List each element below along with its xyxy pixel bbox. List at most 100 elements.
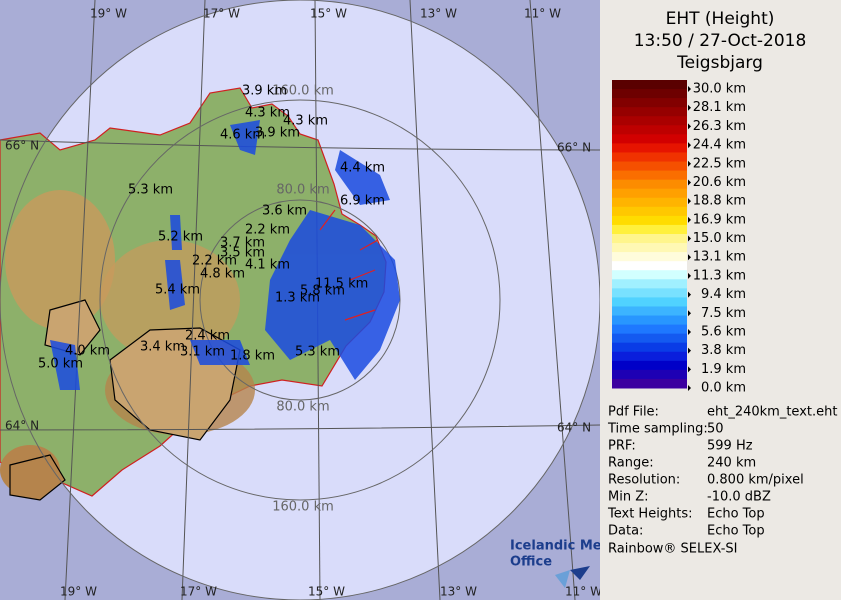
echo-height-label: 5.4 km (155, 283, 200, 298)
legend-label: 18.8 km (693, 194, 746, 209)
legend-label: 30.0 km (693, 82, 746, 97)
echo-height-label: 2.4 km (185, 329, 230, 344)
echo-height-label: 2.2 km (192, 254, 237, 269)
color-band (612, 315, 687, 326)
color-band (612, 116, 687, 126)
color-band (612, 98, 687, 108)
latitude-label: 64° N (557, 421, 591, 435)
legend-tick (688, 347, 691, 354)
color-band (612, 243, 687, 253)
color-band (612, 143, 687, 153)
color-band (612, 288, 687, 298)
coast-lines (319, 209, 379, 321)
echo-height-label: 4.8 km (200, 267, 245, 282)
legend-label: 28.1 km (693, 100, 746, 115)
color-band (612, 206, 687, 217)
echo-height-label: 3.9 km (255, 126, 300, 141)
legend-tick (688, 291, 691, 298)
color-band (612, 279, 687, 289)
legend-tick (688, 160, 691, 167)
info-key: Resolution: (608, 473, 680, 488)
legend-tick (688, 328, 691, 335)
info-value: 0.800 km/pixel (707, 473, 804, 488)
legend-tick (688, 366, 691, 373)
color-band (612, 351, 687, 362)
info-value: 240 km (707, 456, 756, 471)
echo-height-label: 5.0 km (38, 357, 83, 372)
color-band (612, 134, 687, 144)
info-value: 599 Hz (707, 439, 753, 454)
echo-height-label: 5.3 km (128, 183, 173, 198)
glacier (9, 454, 66, 501)
info-key: PRF: (608, 439, 636, 454)
echo-height-label: 4.6 km (220, 128, 265, 143)
logo-mark (555, 570, 570, 588)
info-value: 50 (707, 422, 724, 437)
info-key: Text Heights: (607, 507, 693, 522)
color-band (612, 188, 687, 199)
range-label: 80.0 km (276, 400, 329, 415)
info-key: Data: (608, 524, 643, 539)
color-band (612, 261, 687, 271)
footer: Rainbow® SELEX-SI (608, 542, 738, 557)
info-key: Range: (608, 456, 654, 471)
echo-height-label: 1.8 km (230, 349, 275, 364)
echo-height-label: 4.1 km (245, 258, 290, 273)
logo-mark (570, 566, 590, 580)
map (0, 0, 600, 600)
echo-height-label: 3.1 km (180, 345, 225, 360)
color-band (612, 252, 687, 262)
longitude-label: 15° W (308, 585, 345, 599)
legend-label: 20.6 km (693, 175, 746, 190)
legend-tick (688, 385, 691, 391)
legend: 30.0 km 28.1 km 26.3 km 24.4 km 22.5 km 20.6 … (612, 80, 746, 396)
legend-label: 11.3 km (693, 268, 746, 283)
color-band (612, 80, 687, 90)
legend-label: 22.5 km (693, 156, 746, 171)
legend-label: 1.9 km (701, 362, 746, 377)
echo-height-label: 3.7 km (220, 236, 265, 251)
longitude-label: 19° W (60, 585, 97, 599)
echo-height-label: 3.5 km (220, 246, 265, 261)
range-label: 160.0 km (272, 500, 334, 515)
echo-height-label: 3.4 km (140, 340, 185, 355)
longitude-label: 15° W (310, 7, 347, 21)
legend-tick (688, 179, 691, 186)
terrain (5, 190, 115, 330)
legend-label: 5.6 km (701, 324, 746, 339)
echo-height-label: 4.3 km (283, 114, 328, 129)
legend-label: 13.1 km (693, 250, 746, 265)
color-band (612, 297, 687, 307)
echo-height-label: 3.6 km (262, 204, 307, 219)
color-band (612, 161, 687, 172)
color-band (612, 197, 687, 208)
legend-tick (688, 272, 691, 279)
legend-tick (688, 235, 691, 242)
color-band (612, 107, 687, 117)
longitude-label: 11° W (524, 7, 561, 21)
color-band (612, 342, 687, 353)
legend-label: 3.8 km (701, 343, 746, 358)
legend-tick (688, 104, 691, 111)
color-band (612, 125, 687, 135)
color-band (612, 324, 687, 335)
echo-height-label: 4.4 km (340, 161, 385, 176)
range-label: 80.0 km (276, 183, 329, 198)
color-band (612, 170, 687, 181)
logo-text: Icelandic Met (510, 539, 608, 554)
echo-height-label: 4.0 km (65, 344, 110, 359)
color-band (612, 215, 687, 226)
echo-height-label: 5.8 km (300, 284, 345, 299)
echo-height-label: 1.3 km (275, 291, 320, 306)
legend-tick (688, 123, 691, 130)
legend-tick (688, 86, 691, 92)
latitude-label: 66° N (5, 139, 39, 153)
range-label: 160.0 km (272, 84, 334, 99)
color-band (612, 152, 687, 163)
color-band (612, 306, 687, 317)
info-value: eht_240km_text.eht (707, 405, 837, 420)
legend-label: 9.4 km (701, 287, 746, 302)
legend-tick (688, 142, 691, 149)
echo-height-label: 6.9 km (340, 194, 385, 209)
